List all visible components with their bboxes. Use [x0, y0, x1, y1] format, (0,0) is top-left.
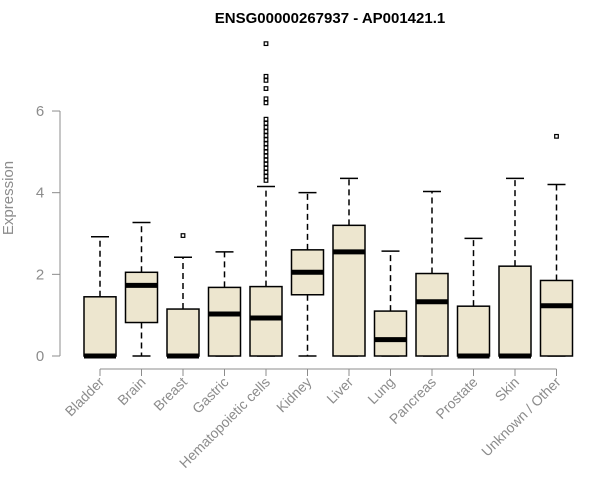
outlier-point	[263, 149, 269, 155]
y-tick-label: 6	[36, 103, 44, 120]
box-iqr	[373, 310, 408, 357]
x-tick-label: Brain	[114, 374, 148, 408]
y-ticks: 0 2 4 6	[36, 103, 60, 365]
box-hematopoietic-cells	[249, 41, 283, 357]
chart-title: ENSG00000267937 - AP001421.1	[215, 10, 445, 27]
box-gastric	[207, 251, 242, 357]
box-iqr	[166, 308, 200, 357]
boxes	[83, 41, 574, 359]
outlier-point	[263, 137, 269, 143]
outlier-point	[263, 86, 269, 91]
box-unknown-other	[539, 133, 574, 357]
box-iqr	[83, 296, 117, 357]
x-tick-label: Skin	[492, 374, 523, 405]
x-tick-label: Liver	[323, 374, 356, 407]
outlier-point	[263, 133, 269, 138]
box-iqr	[332, 224, 366, 357]
box-bladder	[83, 236, 117, 359]
outlier-point	[263, 153, 269, 159]
outlier-point	[263, 157, 269, 163]
box-iqr	[539, 279, 574, 357]
x-tick-label: Kidney	[273, 374, 315, 416]
outlier-point	[263, 116, 269, 122]
outlier-point	[263, 77, 269, 83]
outlier-point	[263, 41, 269, 47]
box-kidney	[290, 191, 325, 357]
x-tick-label: Breast	[150, 374, 190, 414]
outlier-point	[263, 141, 269, 147]
x-tick-label: Unknown / Other	[478, 374, 564, 460]
box-iqr	[415, 272, 449, 357]
box-prostate	[456, 237, 491, 359]
outlier-point	[263, 165, 269, 171]
box-skin	[498, 177, 532, 359]
y-axis-label: Expression	[0, 161, 17, 235]
outlier-point	[263, 173, 269, 179]
y-tick-label: 0	[36, 348, 44, 365]
outlier-point	[263, 120, 269, 126]
outlier-point	[263, 169, 269, 175]
x-tick-label: Prostate	[432, 374, 480, 422]
box-breast	[166, 233, 200, 359]
x-tick-label: Lung	[364, 374, 397, 407]
box-brain	[124, 221, 159, 357]
box-liver	[332, 177, 366, 357]
box-iqr	[249, 285, 283, 357]
x-tick-label: Bladder	[62, 374, 108, 420]
outlier-point	[263, 161, 269, 167]
outlier-point	[263, 145, 269, 151]
box-iqr	[456, 305, 491, 357]
outlier-point	[263, 178, 269, 183]
outlier-point	[554, 133, 559, 139]
box-iqr	[207, 286, 242, 357]
y-tick-label: 2	[36, 266, 44, 283]
outlier-point	[263, 73, 269, 79]
outlier-point	[263, 100, 269, 106]
outlier-point	[263, 129, 269, 134]
box-iqr	[498, 265, 532, 357]
box-pancreas	[415, 190, 449, 357]
box-lung	[373, 250, 408, 357]
outlier-point	[263, 124, 269, 130]
outlier-point	[263, 96, 269, 102]
outlier-point	[180, 233, 186, 238]
box-iqr	[124, 271, 159, 324]
y-tick-label: 4	[36, 185, 44, 202]
